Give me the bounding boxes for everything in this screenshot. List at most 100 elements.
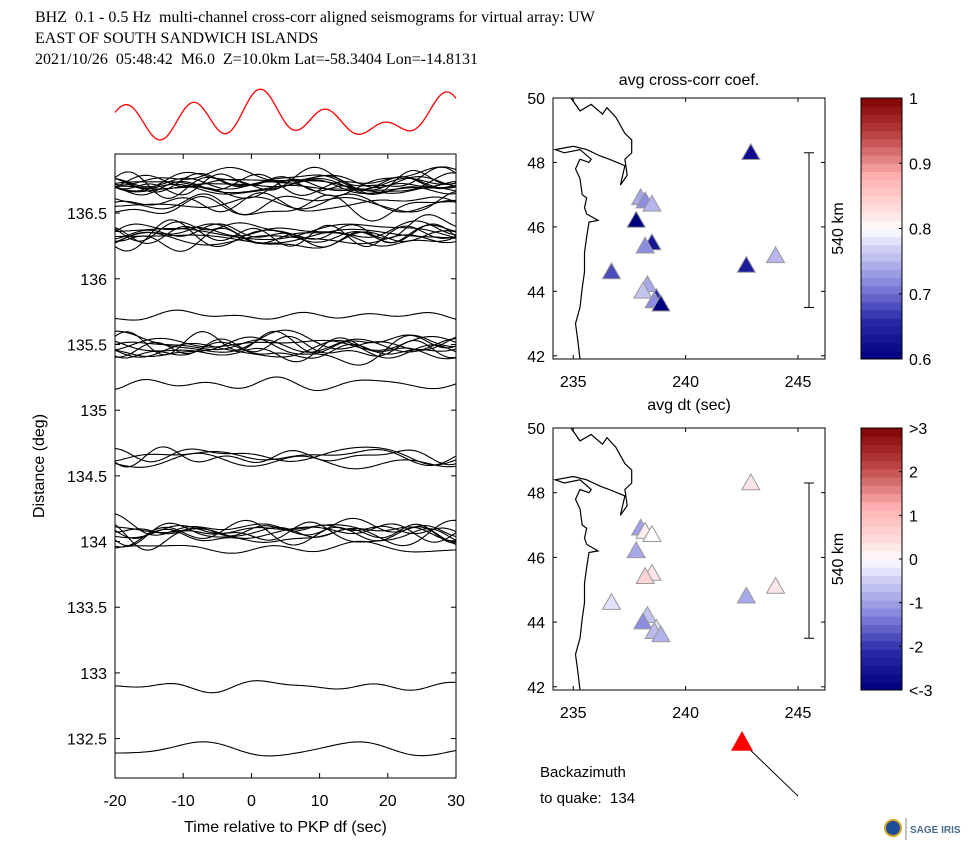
y-tick-label: 50 [527,421,545,438]
colorbar-segment [861,640,902,650]
y-tick-label: 50 [527,91,545,108]
colorbar-segment [861,277,902,287]
scale-bar-label: 540 km [830,533,847,585]
y-tick-label: 42 [527,680,545,697]
station-marker [633,612,653,630]
y-tick-label: 44 [527,615,545,632]
y-tick-label: 133 [80,666,107,683]
backazimuth-indicator [731,731,799,797]
x-tick-label: 20 [379,793,397,810]
x-tick-label: -20 [103,793,126,810]
colorbar-segment [861,477,902,486]
seismogram-trace [114,335,457,359]
colorbar-segment [861,526,902,535]
station-marker [740,472,761,491]
seismogram-trace [114,521,457,551]
y-tick-label: 42 [527,349,545,366]
x-tick-label: 10 [311,793,329,810]
colorbar-segment [861,236,902,246]
y-tick-label: 133.5 [67,600,107,617]
seismogram-trace [114,522,457,547]
seismogram-trace [114,452,457,470]
y-tick-label: 48 [527,155,545,172]
seismogram-trace [115,329,457,353]
colorbar-segment [861,138,902,148]
colorbar-segment [861,624,902,634]
colorbar-segment [861,657,902,666]
seismogram-trace [114,224,457,248]
station-marker [601,592,622,610]
colorbar-segment [861,485,902,494]
colorbar-segment [861,673,902,683]
station-marker [736,255,757,273]
colorbar-segment [861,550,902,560]
seismogram-trace [114,232,457,246]
seismogram-trace [114,172,457,193]
seismogram-trace [115,741,457,757]
colorbar-segment [861,261,902,270]
colorbar-segment [861,342,902,352]
map-frame [552,427,826,691]
colorbar-tick-label: >3 [909,421,927,438]
header-line-2: EAST OF SOUTH SANDWICH ISLANDS [35,30,319,47]
backazimuth-label-2: to quake: 134 [540,790,636,807]
colorbar-segment [861,122,902,132]
colorbar-tick-label: 0 [909,552,918,569]
seismogram-trace [114,446,457,468]
colorbar-segment [861,632,902,642]
seismogram-trace [114,227,457,252]
y-tick-label: 136.5 [67,206,107,223]
station-marker [736,586,757,604]
colorbar-segment [861,575,902,585]
seismogram-trace [114,376,457,392]
colorbar-segment [861,649,902,658]
x-tick-label: 240 [672,374,699,391]
x-tick-label: 235 [560,705,587,722]
header-line-1: BHZ 0.1 - 0.5 Hz multi-channel cross-cor… [35,9,595,26]
colorbar-segment [861,428,902,437]
seismogram-trace [114,309,457,321]
station-marker [765,576,786,594]
station-marker [635,236,656,254]
colorbar-segment [861,591,902,601]
backazimuth-arrow [741,741,799,797]
seismogram-trace [114,191,457,216]
colorbar-segment [861,452,902,462]
nsf-logo-icon [884,819,902,837]
colorbar-segment [861,599,902,609]
avg-dt-map: 235 240 245 42 44 46 48 50 540 km <-3 -2 -1 0 1 2 >3 [527,421,932,722]
coastline [552,427,633,691]
colorbar-tick-label: 2 [909,465,918,482]
y-tick-label: 134 [80,535,107,552]
y-tick-label: 135.5 [67,337,107,354]
colorbar-segment [861,244,902,254]
seismogram-trace [114,523,457,543]
seismogram-trace [114,223,457,249]
seismogram-trace [114,338,457,353]
colorbar-tick-label: -2 [909,639,923,656]
colorbar-tick-label: -1 [909,596,923,613]
colorbar-segment [861,155,902,164]
colorbar-segment [861,608,902,617]
station-marker [633,281,653,299]
colorbar-segment [861,114,902,123]
colorbar-segment [861,252,902,262]
seismogram-trace [115,228,457,244]
colorbar-segment [861,285,902,295]
colorbar-segment [861,318,902,327]
colorbar-tick-label: 1 [909,91,918,108]
colorbar-segment [861,326,902,336]
x-tick-label: -10 [172,793,195,810]
station-marker [601,261,622,280]
colorbar-segment [861,436,902,445]
station-marker [642,194,662,212]
colorbar-segment [861,334,902,344]
colorbar-segment [861,460,902,470]
y-tick-label: 46 [527,550,545,567]
y-tick-label: 132.5 [67,732,107,749]
colorbar-segment [861,542,902,552]
seismogram-trace [114,166,457,191]
plot-frame [114,153,457,779]
seismogram-trace [114,540,457,554]
seismogram-trace [114,330,457,356]
